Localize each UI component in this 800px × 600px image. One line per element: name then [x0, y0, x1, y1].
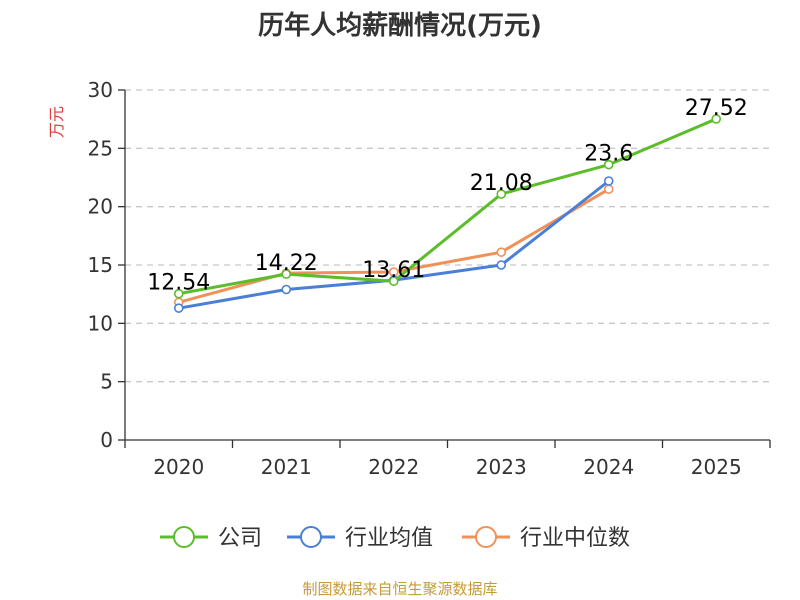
y-tick-label-0: 0: [100, 428, 113, 452]
y-tick-label-5: 5: [100, 370, 113, 394]
y-tick-label-30: 30: [88, 78, 113, 102]
legend: 公司 行业均值 行业中位数: [160, 526, 630, 551]
legend-marker-0: [173, 526, 195, 548]
data-label-2021: 14.22: [255, 251, 318, 276]
grid: [125, 89, 770, 383]
x-tick-label-2020: 2020: [153, 455, 204, 479]
series-line-0: [178, 117, 717, 296]
point-s0-2024: [603, 159, 614, 170]
y-axis-label: 万元: [47, 106, 66, 138]
y-tick-label-10: 10: [88, 311, 113, 335]
legend-marker-2: [475, 526, 497, 548]
point-s1-2024: [603, 176, 614, 186]
data-label-2024: 23.6: [584, 142, 633, 167]
legend-marker-1: [300, 526, 322, 548]
point-s1-2021: [281, 284, 292, 295]
point-s0-2020: [173, 288, 184, 299]
data-label-2023: 21.08: [470, 171, 533, 196]
series-line-1: [178, 179, 610, 310]
point-s0-2021: [281, 269, 292, 279]
x-tick-label-2023: 2023: [476, 455, 527, 479]
point-s1-2023: [496, 260, 507, 270]
x-tick-label-2021: 2021: [261, 455, 312, 479]
x-tick-label-2024: 2024: [583, 455, 634, 479]
data-label-2022: 13.61: [362, 258, 425, 283]
point-s0-2025: [711, 114, 722, 124]
data-label-2020: 12.54: [147, 271, 210, 296]
point-s0-2023: [496, 189, 507, 199]
point-s2-2024: [603, 184, 614, 194]
point-s2-2023: [496, 247, 507, 257]
series-group: [173, 114, 722, 313]
source-note: 制图数据来自恒生聚源数据库: [302, 580, 497, 598]
point-s1-2020: [173, 303, 184, 313]
legend-label-2: 行业中位数: [520, 526, 630, 551]
data-labels: 12.54 14.22 13.61 21.08 23.6 27.52: [147, 96, 747, 296]
x-tick-label-2022: 2022: [368, 455, 419, 479]
y-tick-label-20: 20: [88, 195, 113, 219]
point-s0-2022: [388, 276, 399, 287]
legend-label-0: 公司: [218, 526, 262, 551]
data-label-2025: 27.52: [685, 96, 748, 121]
x-tick-label-2025: 2025: [691, 455, 742, 479]
y-tick-label-15: 15: [88, 253, 113, 277]
chart-title: 历年人均薪酬情况(万元): [258, 10, 542, 41]
y-tick-label-25: 25: [88, 136, 113, 160]
legend-label-1: 行业均值: [345, 526, 433, 551]
